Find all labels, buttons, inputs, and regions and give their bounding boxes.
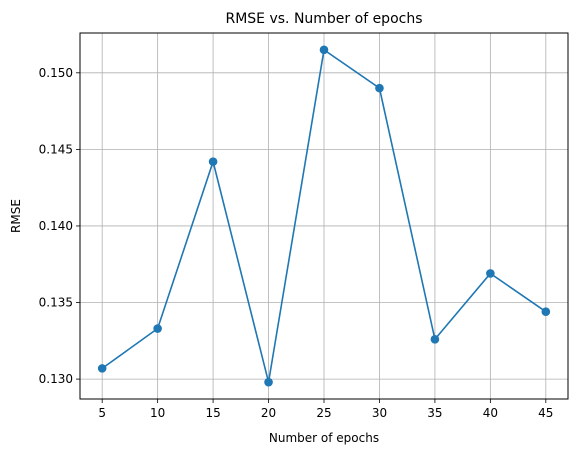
grid-lines [80, 33, 568, 399]
x-tick-label: 20 [261, 406, 276, 420]
data-point [264, 377, 273, 387]
x-tick-label: 40 [483, 406, 498, 420]
x-tick-label: 35 [427, 406, 442, 420]
y-tick-label: 0.145 [39, 142, 73, 156]
data-point [153, 324, 162, 333]
x-axis-label: Number of epochs [269, 431, 379, 445]
series-layer [97, 45, 551, 387]
x-tick-label: 5 [98, 406, 106, 420]
data-point [541, 307, 551, 317]
x-tick-label: 25 [316, 406, 331, 420]
chart-title: RMSE vs. Number of epochs [225, 11, 422, 27]
y-tick-label: 0.130 [39, 372, 73, 386]
y-tick-label: 0.150 [39, 66, 73, 80]
y-axis-label: RMSE [9, 199, 23, 233]
data-point [319, 45, 329, 55]
x-tick-label: 10 [150, 406, 165, 420]
data-point [97, 364, 107, 373]
y-tick-label: 0.140 [39, 219, 73, 233]
data-point [208, 157, 218, 166]
x-tick-label: 30 [372, 406, 387, 420]
x-axis-ticks: 5 10 15 20 25 30 35 40 45 [98, 399, 553, 420]
y-tick-label: 0.135 [39, 296, 73, 310]
data-point [430, 334, 440, 344]
data-point [486, 269, 495, 278]
x-tick-label: 15 [205, 406, 220, 420]
data-point [375, 83, 384, 93]
y-axis-ticks: 0.130 0.135 0.140 0.145 0.150 [39, 66, 80, 386]
x-tick-label: 45 [538, 406, 553, 420]
